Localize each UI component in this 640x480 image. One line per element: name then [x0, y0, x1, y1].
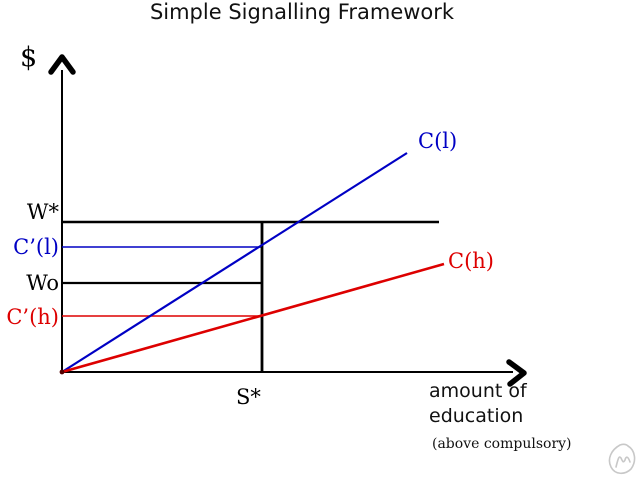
curve-label-c-l: C(l): [418, 129, 458, 153]
x-axis-title-line1: amount of: [429, 380, 527, 402]
y-axis-arrowhead-icon: [48, 54, 76, 75]
y-level-label-c-prime-h: C’(h): [6, 305, 59, 329]
x-axis-subtitle: (above compulsory): [432, 436, 572, 452]
y-level-label-w-star: W*: [26, 200, 59, 224]
origin-point: [59, 369, 65, 375]
y-level-label-c-prime-l: C’(l): [13, 235, 59, 259]
x-axis-title-line2: education: [429, 405, 524, 427]
x-axis-arrowhead-icon: [506, 359, 527, 387]
y-axis-unit-label: $: [20, 42, 38, 73]
y-level-label-wo: Wo: [26, 271, 59, 295]
c-l-curve: [61, 152, 408, 373]
cursor-doodle-icon: [608, 443, 636, 475]
c-h-curve: [61, 262, 445, 374]
x-tick-label-s-star: S*: [236, 385, 261, 409]
curve-label-c-h: C(h): [448, 249, 494, 273]
diagram-title: Simple Signalling Framework: [149, 0, 455, 24]
